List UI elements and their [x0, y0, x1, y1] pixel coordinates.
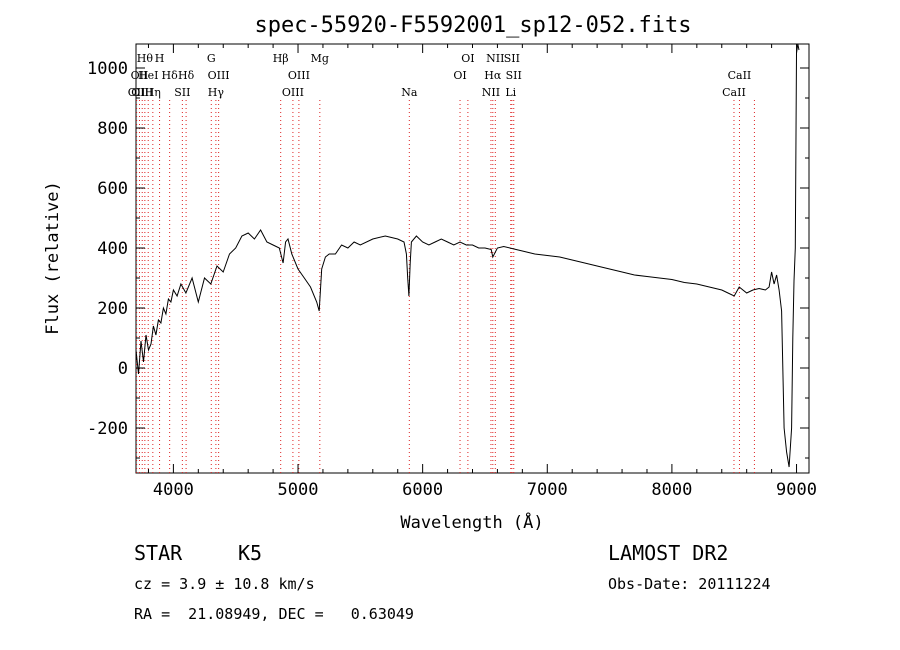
survey-name: LAMOST DR2	[608, 541, 729, 565]
spectral-line-label: Hδ	[162, 69, 179, 82]
spectral-line-label: Mg	[311, 52, 329, 65]
spectral-line-label: Li	[505, 86, 516, 99]
spectrum-line	[135, 43, 800, 468]
x-tick-label: 4000	[153, 480, 194, 500]
line-markers: OIIOIIOIIIHθHeIHηHHδSIIHδGHγOIIIHβOIIIOI…	[128, 52, 755, 473]
y-tick-label: 1000	[87, 59, 128, 79]
spectral-line-label: Hβ	[273, 52, 289, 65]
plot-frame	[135, 43, 810, 474]
y-axis-label: Flux (relative)	[43, 181, 63, 335]
x-tick-label: 5000	[278, 480, 319, 500]
coordinates: RA = 21.08949, DEC = 0.63049	[134, 605, 414, 623]
spectral-line-label: CaII	[728, 69, 752, 82]
chart-title: spec-55920-F5592001_sp12-052.fits	[254, 13, 691, 38]
spectral-line-label: G	[207, 52, 216, 65]
y-tick-label: 400	[97, 239, 128, 259]
spectral-line-label: OIII	[282, 86, 304, 99]
spectral-subclass: K5	[238, 541, 263, 565]
spectral-line-label: OII	[128, 86, 146, 99]
object-type: STAR	[134, 541, 183, 565]
spectral-line-label: Hη	[145, 86, 161, 99]
x-tick-label: 6000	[402, 480, 443, 500]
spectral-line-label: H	[155, 52, 165, 65]
spectral-line-label: Hα	[484, 69, 502, 82]
spectral-line-label: OII	[131, 69, 149, 82]
spectral-line-label: OIII	[131, 86, 153, 99]
x-tick-label: 8000	[651, 480, 692, 500]
spectral-line-label: HeI	[138, 69, 158, 82]
spectral-line-label: Hδ	[178, 69, 195, 82]
x-tick-label: 7000	[527, 480, 568, 500]
spectral-line-label: Hγ	[208, 86, 225, 99]
spectral-line-label: SII	[174, 86, 190, 99]
spectral-line-label: Hθ	[137, 52, 154, 65]
observation-date: Obs-Date: 20111224	[608, 575, 771, 593]
spectral-line-label: OI	[461, 52, 474, 65]
y-tick-label: 600	[97, 179, 128, 199]
spectral-line-label: OIII	[288, 69, 310, 82]
redshift-cz: cz = 3.9 ± 10.8 km/s	[134, 575, 315, 593]
x-axis-label: Wavelength (Å)	[400, 511, 543, 533]
spectral-line-label: CaII	[722, 86, 746, 99]
spectral-line-label: Na	[401, 86, 418, 99]
spectral-line-label: SII	[504, 52, 520, 65]
y-tick-label: 200	[97, 299, 128, 319]
spectral-line-label: NII	[486, 52, 504, 65]
y-tick-label: -200	[87, 419, 128, 439]
spectral-line-label: OIII	[208, 69, 230, 82]
x-tick-label: 9000	[776, 480, 817, 500]
spectral-line-label: SII	[506, 69, 522, 82]
y-tick-label: 0	[118, 359, 128, 379]
axis-ticks: 4000 5000 6000 7000 8000 9000 -200 0 200 400 600 80…	[87, 44, 817, 500]
spectral-line-label: OI	[453, 69, 466, 82]
spectral-line-label: NII	[482, 86, 500, 99]
y-tick-label: 800	[97, 119, 128, 139]
